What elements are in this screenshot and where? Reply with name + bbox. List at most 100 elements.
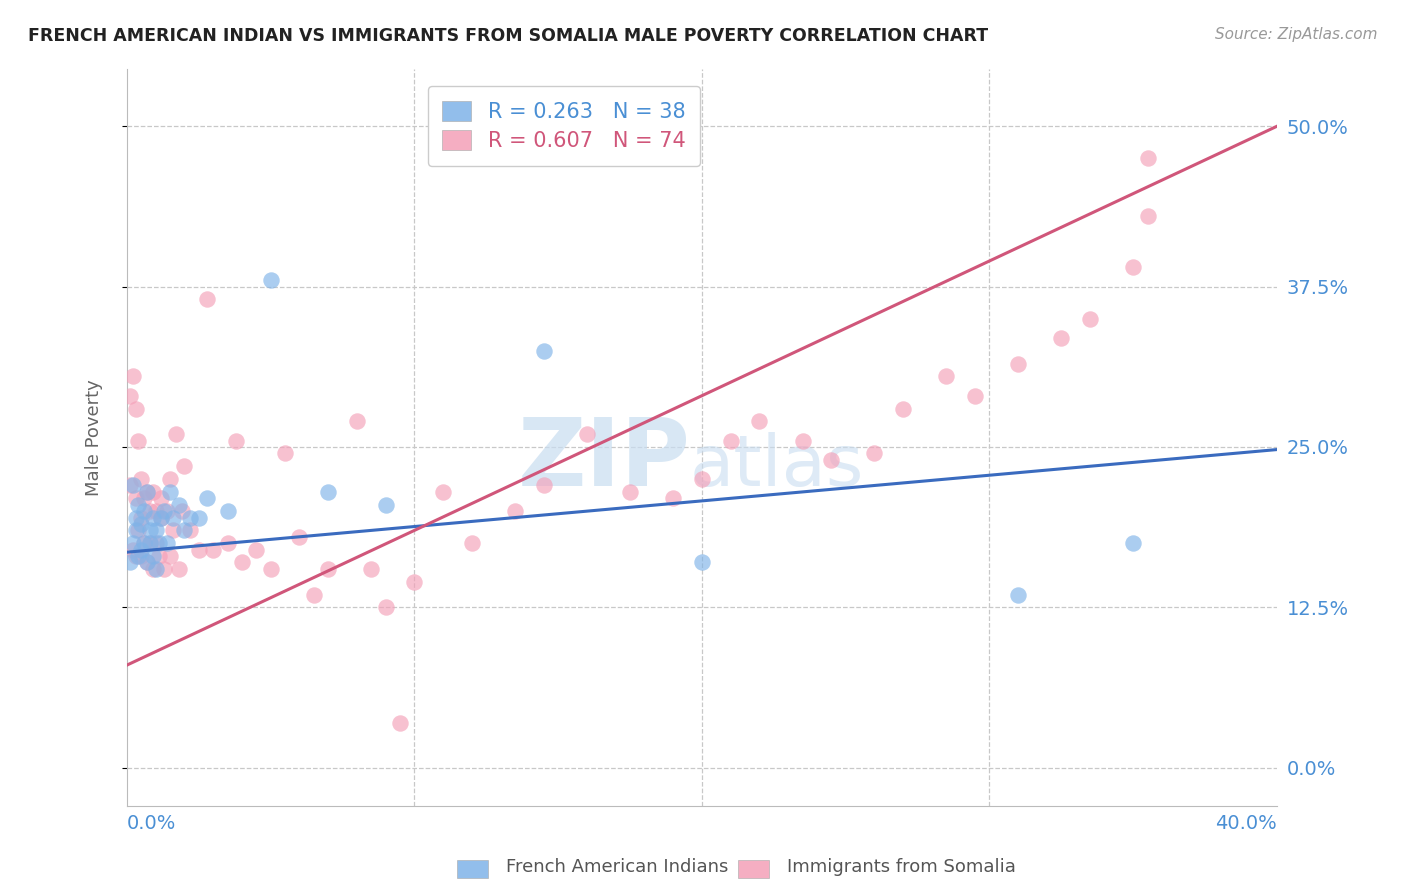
Point (145, 524, 167, 538)
Point (139, 536, 162, 550)
Point (173, 524, 195, 538)
Point (129, 542, 152, 557)
Point (129, 472, 152, 486)
Point (533, 478, 555, 492)
Point (124, 491, 146, 506)
Point (159, 484, 181, 499)
Point (150, 510, 173, 524)
Point (1050, 331, 1073, 345)
Point (720, 434, 742, 448)
Point (148, 536, 170, 550)
Point (121, 542, 143, 557)
Point (134, 491, 156, 506)
Point (127, 549, 149, 563)
Point (159, 472, 181, 486)
Text: Source: ZipAtlas.com: Source: ZipAtlas.com (1215, 27, 1378, 42)
Point (127, 434, 149, 448)
Point (129, 516, 152, 531)
Point (142, 484, 165, 499)
Point (148, 549, 170, 563)
Point (139, 524, 162, 538)
Point (139, 504, 162, 518)
Point (159, 549, 181, 563)
Point (179, 524, 201, 538)
Point (142, 549, 165, 563)
Point (134, 504, 156, 518)
Point (432, 484, 454, 499)
Point (129, 510, 152, 524)
Point (167, 562, 190, 576)
Point (360, 562, 382, 576)
Point (891, 401, 914, 416)
Point (124, 524, 146, 538)
Point (260, 562, 283, 576)
Point (503, 504, 526, 518)
Point (1007, 357, 1029, 371)
Point (124, 549, 146, 563)
Point (346, 414, 368, 428)
Point (124, 401, 146, 416)
Point (121, 369, 143, 384)
Point (748, 414, 770, 428)
Point (121, 536, 143, 550)
Point (1136, 151, 1159, 165)
Point (136, 556, 159, 570)
Point (217, 536, 239, 550)
Point (136, 484, 159, 499)
Point (245, 542, 267, 557)
Text: atlas: atlas (689, 433, 863, 501)
Point (170, 504, 193, 518)
Point (153, 562, 176, 576)
Y-axis label: Male Poverty: Male Poverty (86, 379, 103, 496)
Text: 40.0%: 40.0% (1215, 814, 1277, 833)
Point (118, 556, 141, 570)
Point (150, 510, 173, 524)
Point (134, 536, 156, 550)
Point (134, 536, 156, 550)
Point (575, 427, 598, 442)
Point (1122, 536, 1144, 550)
Point (156, 504, 179, 518)
Point (217, 504, 239, 518)
Point (260, 273, 283, 287)
Point (461, 536, 484, 550)
Text: Immigrants from Somalia: Immigrants from Somalia (787, 858, 1017, 876)
Text: ZIP: ZIP (517, 414, 690, 506)
Point (1122, 260, 1144, 275)
Point (404, 574, 426, 589)
Point (173, 459, 195, 474)
Point (187, 510, 209, 524)
Point (142, 510, 165, 524)
Point (145, 504, 167, 518)
Point (1136, 209, 1159, 223)
Legend: R = 0.263   N = 38, R = 0.607   N = 74: R = 0.263 N = 38, R = 0.607 N = 74 (427, 87, 700, 166)
Point (288, 530, 311, 544)
Point (156, 536, 179, 550)
Point (792, 434, 814, 448)
Point (150, 491, 173, 506)
Point (690, 556, 713, 570)
Point (124, 510, 146, 524)
Point (145, 562, 167, 576)
Point (127, 524, 149, 538)
Point (118, 478, 141, 492)
Point (127, 498, 149, 512)
Point (187, 542, 209, 557)
Point (690, 472, 713, 486)
Text: French American Indians: French American Indians (506, 858, 728, 876)
Point (167, 498, 190, 512)
Point (316, 562, 339, 576)
Point (153, 504, 176, 518)
Point (136, 484, 159, 499)
Point (202, 542, 225, 557)
Point (118, 389, 141, 403)
Point (197, 293, 219, 307)
Point (274, 446, 297, 460)
Text: 0.0%: 0.0% (127, 814, 176, 833)
Point (935, 369, 957, 384)
Point (662, 491, 685, 506)
Point (145, 536, 167, 550)
Point (1078, 311, 1101, 326)
Point (162, 524, 184, 538)
Point (863, 446, 886, 460)
